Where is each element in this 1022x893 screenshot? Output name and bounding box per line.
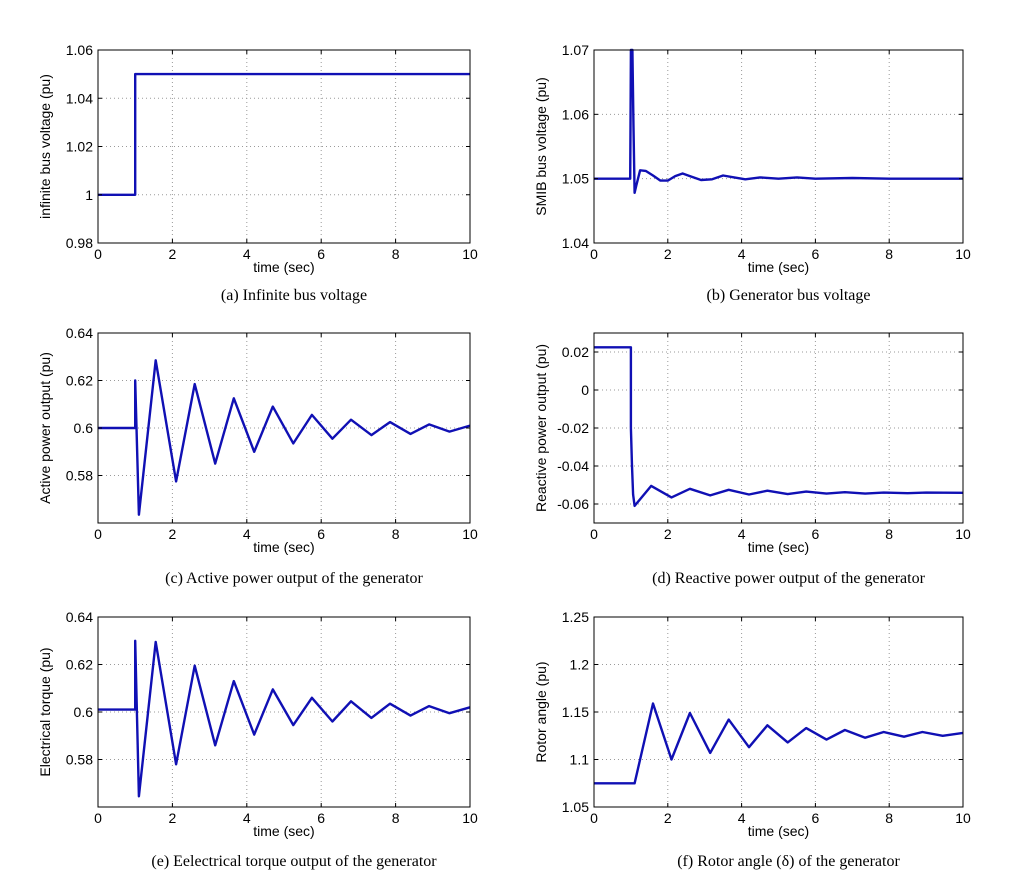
subplot-caption: (b) Generator bus voltage <box>707 287 871 304</box>
x-axis-label: time (sec) <box>748 259 809 275</box>
x-tick-label: 8 <box>392 246 400 262</box>
y-tick-label: 1 <box>85 187 93 203</box>
subplot-b: 0 2 4 6 8 10 1.04 1.05 1.06 1.07 time (sec) SMIB bu… <box>533 42 971 304</box>
x-tick-label: 8 <box>885 526 893 542</box>
x-tick-label: 2 <box>169 246 177 262</box>
x-tick-label: 2 <box>169 526 177 542</box>
x-tick-label: 0 <box>590 246 598 262</box>
x-tick-label: 10 <box>955 810 971 826</box>
y-tick-label: 0.02 <box>562 344 589 360</box>
x-tick-label: 4 <box>738 246 746 262</box>
x-tick-label: 0 <box>94 810 102 826</box>
x-tick-label: 10 <box>462 526 478 542</box>
subplot-a: 0 2 4 6 8 10 0.98 1 1.02 1.04 1.06 time (sec) infini… <box>37 42 478 304</box>
subplot-c: 0 2 4 6 8 10 0.58 0.6 0.62 0.64 time (sec) Active p… <box>37 325 478 587</box>
y-tick-label: 0 <box>581 382 589 398</box>
y-axis-label: Rotor angle (pu) <box>533 661 549 762</box>
x-tick-label: 8 <box>392 810 400 826</box>
y-tick-label: 1.15 <box>562 704 589 720</box>
x-axis-label: time (sec) <box>253 259 314 275</box>
x-tick-label: 2 <box>664 246 672 262</box>
y-tick-label: 1.2 <box>570 657 590 673</box>
x-tick-label: 8 <box>392 526 400 542</box>
x-axis-label: time (sec) <box>748 539 809 555</box>
x-tick-label: 0 <box>94 246 102 262</box>
y-tick-label: 0.64 <box>66 609 93 625</box>
x-tick-label: 0 <box>590 810 598 826</box>
x-tick-label: 6 <box>812 526 820 542</box>
subplot-caption: (f) Rotor angle (δ) of the generator <box>677 853 900 870</box>
series-line <box>98 359 471 516</box>
x-tick-label: 6 <box>317 246 325 262</box>
x-tick-label: 6 <box>317 810 325 826</box>
x-tick-label: 4 <box>243 526 251 542</box>
x-axis-label: time (sec) <box>253 823 314 839</box>
series-line <box>594 346 964 508</box>
subplot-caption: (e) Eelectrical torque output of the gen… <box>151 853 437 870</box>
y-tick-label: 1.1 <box>570 752 590 768</box>
x-tick-label: 2 <box>169 810 177 826</box>
subplot-caption: (a) Infinite bus voltage <box>221 287 367 304</box>
axes-frame <box>593 49 964 244</box>
series-line <box>594 48 963 195</box>
x-tick-label: 2 <box>664 810 672 826</box>
x-tick-label: 6 <box>317 526 325 542</box>
y-tick-label: 1.06 <box>562 106 589 122</box>
x-tick-label: 10 <box>462 246 478 262</box>
x-axis-label: time (sec) <box>748 823 809 839</box>
y-tick-label: 1.04 <box>66 90 93 106</box>
y-axis-label: infinite bus voltage (pu) <box>37 74 53 219</box>
y-tick-label: 0.6 <box>74 420 94 436</box>
series-line <box>594 702 964 785</box>
y-axis-label: SMIB bus voltage (pu) <box>533 77 549 216</box>
y-tick-label: -0.04 <box>557 458 589 474</box>
y-axis-label: Active power output (pu) <box>37 352 53 504</box>
y-tick-label: 1.05 <box>562 171 589 187</box>
y-tick-label: 1.04 <box>562 235 589 251</box>
subplot-caption: (d) Reactive power output of the generat… <box>652 570 925 587</box>
y-tick-label: 1.25 <box>562 609 589 625</box>
x-tick-label: 4 <box>738 526 746 542</box>
y-tick-label: 1.06 <box>66 42 93 58</box>
y-tick-label: 0.62 <box>66 373 93 389</box>
y-tick-label: 0.58 <box>66 752 93 768</box>
y-tick-label: 0.98 <box>66 235 93 251</box>
y-tick-label: 1.07 <box>562 42 589 58</box>
x-tick-label: 6 <box>812 246 820 262</box>
y-tick-label: 1.02 <box>66 139 93 155</box>
y-tick-label: 0.62 <box>66 657 93 673</box>
x-tick-label: 4 <box>243 246 251 262</box>
y-tick-label: 0.6 <box>74 704 94 720</box>
x-tick-label: 0 <box>94 526 102 542</box>
y-tick-label: 0.64 <box>66 325 93 341</box>
y-tick-label: -0.06 <box>557 496 589 512</box>
subplot-f: 0 2 4 6 8 10 1.05 1.1 1.15 1.2 1.25 time (sec) Rotor… <box>533 609 971 870</box>
subplot-e: 0 2 4 6 8 10 0.58 0.6 0.62 0.64 time (sec) Electric… <box>37 609 478 870</box>
y-tick-label: 0.58 <box>66 468 93 484</box>
x-tick-label: 6 <box>812 810 820 826</box>
x-tick-label: 8 <box>885 810 893 826</box>
series-line <box>98 72 470 197</box>
x-tick-label: 10 <box>955 526 971 542</box>
x-tick-label: 4 <box>738 810 746 826</box>
y-tick-label: 1.05 <box>562 799 589 815</box>
x-tick-label: 8 <box>885 246 893 262</box>
x-tick-label: 0 <box>590 526 598 542</box>
x-tick-label: 10 <box>462 810 478 826</box>
y-axis-label: Reactive power output (pu) <box>533 344 549 512</box>
series-line <box>98 639 471 798</box>
x-tick-label: 10 <box>955 246 971 262</box>
x-tick-label: 4 <box>243 810 251 826</box>
y-tick-label: -0.02 <box>557 420 589 436</box>
y-axis-label: Electrical torque (pu) <box>37 647 53 776</box>
subplot-d: 0 2 4 6 8 10 -0.06 -0.04 -0.02 0 0.02 time (sec) Rea… <box>533 332 971 587</box>
x-axis-label: time (sec) <box>253 539 314 555</box>
subplot-caption: (c) Active power output of the generator <box>165 570 423 587</box>
x-tick-label: 2 <box>664 526 672 542</box>
